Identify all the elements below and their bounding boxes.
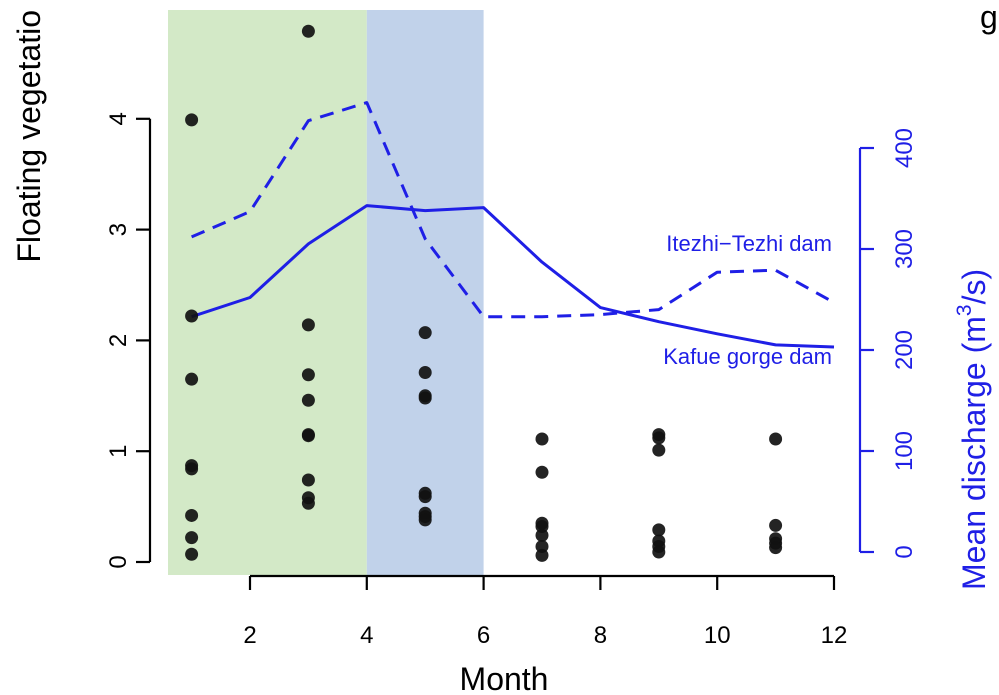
data-point-11 [301, 393, 315, 407]
y-tick-label-4: 4 [105, 112, 132, 125]
y-tick-label-2: 2 [105, 334, 132, 347]
series-line-1 [191, 204, 835, 349]
discharge-lines [191, 101, 835, 349]
x-tick-label-2: 2 [243, 622, 256, 649]
y2-axis-title-tail: /s) [956, 269, 992, 305]
x-axis: 2 4 6 8 10 12 [243, 574, 848, 649]
data-point-44 [769, 541, 783, 555]
data-point-10 [301, 368, 315, 382]
y2-tick-label-300: 300 [891, 229, 918, 269]
y2-tick-label-100: 100 [891, 431, 918, 471]
data-point-32 [535, 548, 549, 562]
y2-axis-title-main: Mean discharge (m [956, 316, 992, 590]
data-point-14 [301, 473, 315, 487]
y-axis-title: Floating vegetatio [11, 10, 47, 263]
data-point-25 [418, 513, 432, 527]
data-point-17 [418, 326, 432, 340]
season-shading [168, 10, 484, 575]
data-point-27 [535, 465, 549, 479]
data-point-22 [418, 490, 432, 504]
y2-tick-label-200: 200 [891, 330, 918, 370]
data-point-34 [652, 431, 666, 445]
corner-text: g [980, 0, 998, 35]
data-point-6 [185, 531, 199, 545]
series-line-0 [191, 101, 835, 319]
data-point-36 [652, 523, 666, 537]
shaded-region-0 [168, 10, 367, 575]
data-point-18 [418, 366, 432, 380]
y2-tick-label-400: 400 [891, 128, 918, 168]
series-label-itezhi: Itezhi−Tezhi dam [666, 231, 832, 256]
y-tick-label-3: 3 [105, 223, 132, 236]
x-axis-title: Month [460, 661, 549, 695]
x-tick-label-10: 10 [704, 622, 731, 649]
y2-axis: 0 100 200 300 400 [858, 128, 918, 559]
data-point-40 [769, 432, 783, 446]
y2-axis-title: Mean discharge (m3/s) [953, 269, 992, 590]
y2-tick-label-0: 0 [891, 545, 918, 558]
data-point-0 [185, 113, 199, 127]
data-point-39 [652, 545, 666, 559]
data-point-35 [652, 443, 666, 457]
data-point-4 [185, 462, 199, 476]
series-label-kafue: Kafue gorge dam [663, 344, 832, 369]
data-point-20 [418, 391, 432, 405]
y-tick-label-0: 0 [105, 555, 132, 568]
y2-axis-title-sup: 3 [953, 304, 976, 316]
data-point-30 [535, 528, 549, 542]
x-tick-label-8: 8 [594, 622, 607, 649]
data-point-8 [301, 24, 315, 38]
vegetation-points [185, 24, 783, 562]
data-point-41 [769, 518, 783, 532]
data-point-5 [185, 508, 199, 522]
data-point-1 [185, 309, 199, 323]
data-point-7 [185, 547, 199, 561]
data-point-16 [301, 496, 315, 510]
x-tick-label-6: 6 [477, 622, 490, 649]
x-tick-label-4: 4 [360, 622, 373, 649]
x-tick-label-12: 12 [821, 622, 848, 649]
y-tick-label-1: 1 [105, 445, 132, 458]
y-axis: 0 1 2 3 4 [105, 112, 152, 569]
data-point-9 [301, 318, 315, 332]
data-point-2 [185, 372, 199, 386]
data-point-26 [535, 432, 549, 446]
data-point-13 [301, 429, 315, 443]
